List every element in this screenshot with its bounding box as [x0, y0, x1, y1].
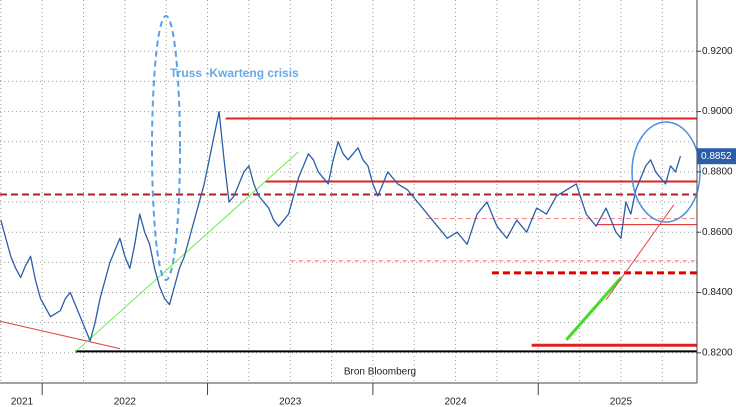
x-tick-label: 2023	[279, 397, 302, 407]
y-tick-label: 0.9200	[702, 46, 733, 57]
highlight-ellipse	[151, 15, 181, 281]
trend-line	[565, 276, 623, 341]
y-tick-label: 0.8400	[702, 287, 733, 298]
price-line	[0, 110, 682, 342]
axes: 0.8200 0.8400 0.8600 0.8800 0.9000 0.9200 2021…	[11, 46, 736, 407]
x-tick-label: 2022	[114, 397, 137, 407]
levels	[0, 117, 697, 353]
plot	[0, 110, 682, 342]
grid	[0, 0, 697, 383]
y-tick-label: 0.9000	[702, 106, 733, 117]
trend-line	[0, 320, 120, 350]
last-value-tag	[697, 148, 736, 165]
x-tick-label: 2021	[11, 397, 34, 407]
y-tick-label: 0.8600	[702, 227, 733, 238]
trend-line	[74, 151, 299, 353]
y-tick-label: 0.8200	[702, 347, 733, 358]
x-tick-label: 2025	[610, 397, 633, 407]
y-tick-label: 0.8800	[702, 167, 733, 178]
annotation: Truss -Kwarteng crisis	[170, 66, 299, 80]
trend-line	[605, 204, 675, 301]
source: Bron Bloomberg	[344, 367, 416, 378]
last-value-label: 0.8852	[701, 151, 732, 162]
x-tick-label: 2024	[444, 397, 467, 407]
